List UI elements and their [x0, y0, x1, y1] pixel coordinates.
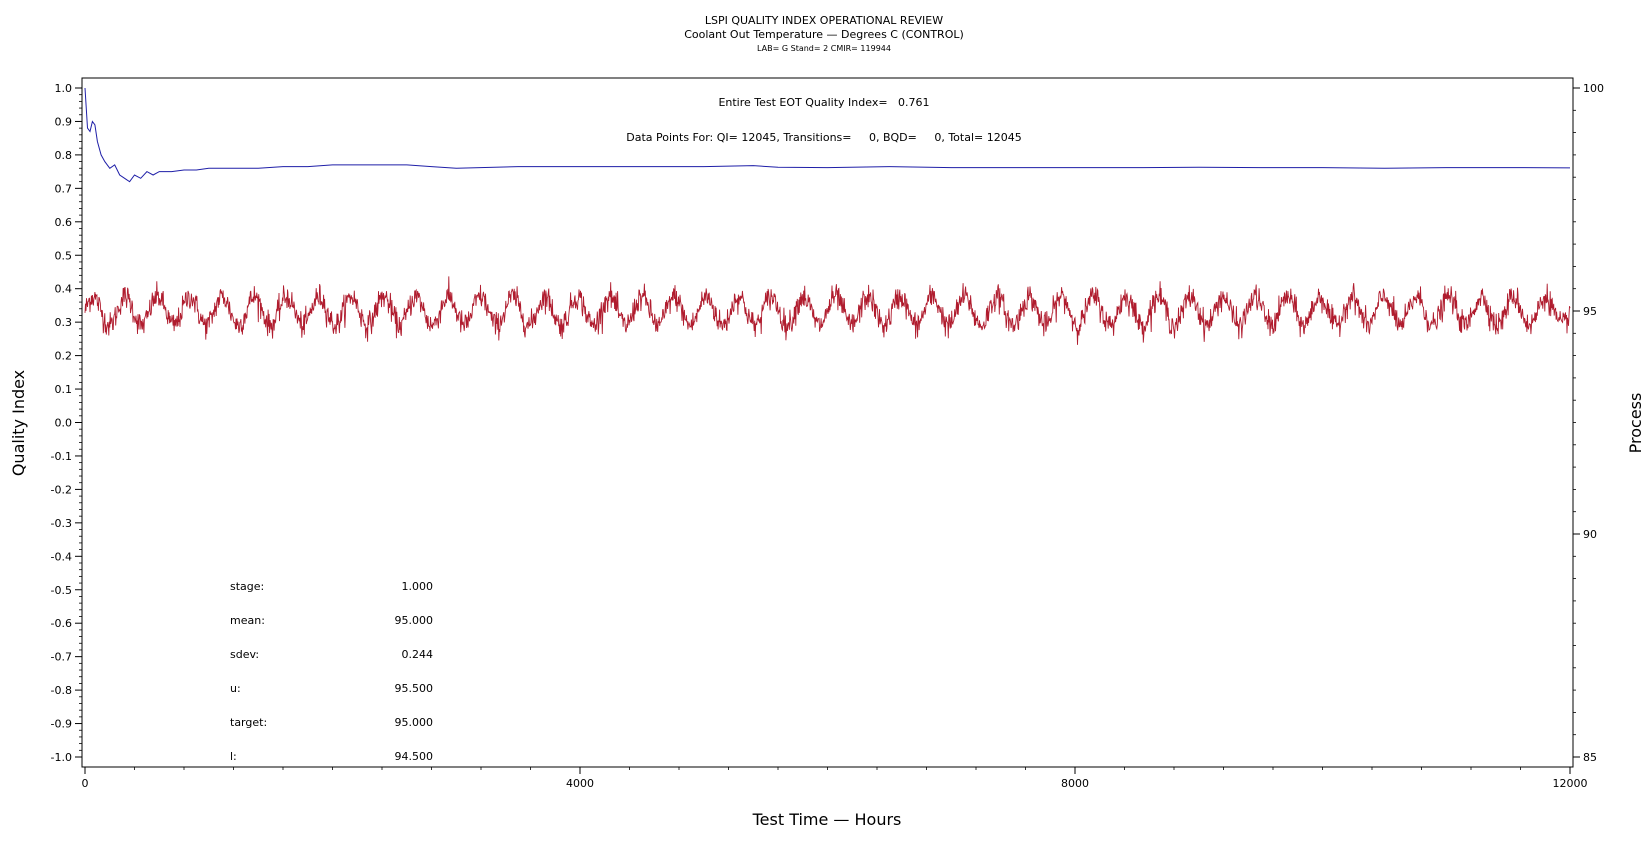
stat-value: 0.244: [402, 648, 434, 661]
stats-block: stage: 1.000 mean: 95.000 sdev: 0.244 u: 95.500…: [230, 580, 433, 763]
left-tick-label: 0.5: [55, 249, 73, 262]
quality-index-series-line: [84, 87, 1571, 183]
left-tick-label: 0.2: [55, 350, 73, 363]
left-tick-label: 0.7: [55, 182, 73, 195]
x-tick-label: 8000: [1061, 777, 1089, 790]
stat-label: l:: [230, 750, 237, 763]
right-axis: 85 90 95 100: [1573, 82, 1604, 764]
data-points-annotation: Data Points For: QI= 12045, Transitions=…: [626, 131, 1021, 144]
x-tick-label: 12000: [1553, 777, 1588, 790]
process-series-line: [84, 276, 1571, 345]
left-tick-label: -0.8: [51, 684, 72, 697]
stat-label: target:: [230, 716, 267, 729]
stat-value: 95.000: [395, 716, 434, 729]
stat-label: u:: [230, 682, 241, 695]
right-tick-label: 85: [1583, 751, 1597, 764]
chart-title: LSPI QUALITY INDEX OPERATIONAL REVIEW: [705, 14, 943, 27]
stat-value: 95.000: [395, 614, 434, 627]
x-tick-label: 0: [82, 777, 89, 790]
x-axis: 0 4000 8000 12000: [82, 767, 1588, 790]
left-tick-label: 0.6: [55, 216, 73, 229]
left-tick-label: -0.2: [51, 483, 72, 496]
left-tick-label: -0.3: [51, 517, 72, 530]
chart-subsubtitle: LAB= G Stand= 2 CMIR= 119944: [757, 44, 891, 53]
stat-label: stage:: [230, 580, 264, 593]
left-tick-label: 0.8: [55, 149, 73, 162]
stat-label: mean:: [230, 614, 265, 627]
left-tick-label: -0.4: [51, 550, 72, 563]
left-tick-label: 0.0: [55, 417, 73, 430]
right-tick-label: 90: [1583, 528, 1597, 541]
eot-quality-annotation: Entire Test EOT Quality Index= 0.761: [718, 96, 929, 109]
left-tick-label: 0.3: [55, 316, 73, 329]
y2-axis-label: Process: [1626, 393, 1645, 454]
plot-area: [81, 77, 1574, 768]
left-tick-label: 0.4: [55, 283, 73, 296]
left-axis: -1.0 -0.9 -0.8 -0.7 -0.6 -0.5 -0.4 -0.3 -0.2 -0.1…: [51, 82, 82, 764]
x-axis-label: Test Time — Hours: [752, 810, 902, 829]
right-tick-label: 100: [1583, 82, 1604, 95]
left-tick-label: -0.7: [51, 651, 72, 664]
stat-label: sdev:: [230, 648, 259, 661]
left-tick-label: -0.9: [51, 718, 72, 731]
x-tick-label: 4000: [566, 777, 594, 790]
left-tick-label: 0.9: [55, 115, 73, 128]
left-tick-label: -0.6: [51, 617, 72, 630]
left-tick-label: 0.1: [55, 383, 73, 396]
left-tick-label: 1.0: [55, 82, 73, 95]
stat-value: 94.500: [395, 750, 434, 763]
right-tick-label: 95: [1583, 305, 1597, 318]
stat-value: 1.000: [402, 580, 434, 593]
y-axis-label: Quality Index: [9, 370, 28, 476]
left-tick-label: -0.5: [51, 584, 72, 597]
chart-subtitle: Coolant Out Temperature — Degrees C (CON…: [684, 28, 964, 41]
left-tick-label: -0.1: [51, 450, 72, 463]
stat-value: 95.500: [395, 682, 434, 695]
series-layer: [84, 87, 1571, 345]
left-tick-label: -1.0: [51, 751, 72, 764]
